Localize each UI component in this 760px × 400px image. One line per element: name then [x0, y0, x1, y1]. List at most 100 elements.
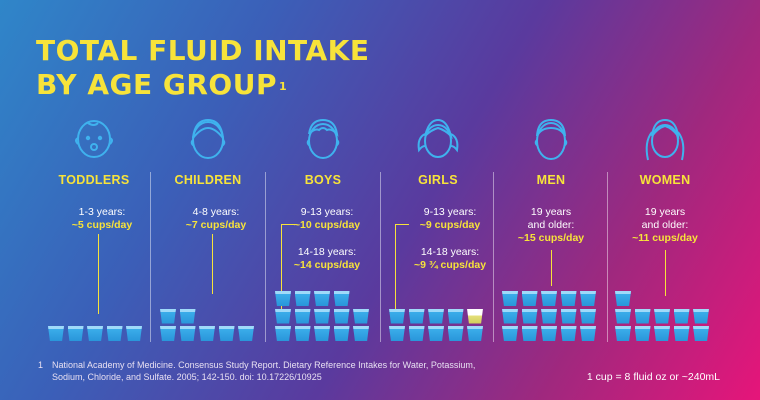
column-divider [150, 172, 151, 342]
cup-icon [502, 326, 518, 341]
cup-icon [333, 291, 350, 306]
cup-icon [106, 326, 123, 341]
intake-value: ~9 ¾ cups/day [413, 259, 487, 271]
cup-icon [218, 326, 235, 341]
column-divider [265, 172, 266, 342]
connector-line [212, 234, 213, 294]
toddler-face-icon [75, 120, 113, 158]
age-entry: 1-3 years: ~5 cups/day [46, 206, 158, 232]
cup-icon [275, 291, 291, 306]
cup-icon [314, 326, 330, 341]
boy-face-icon [306, 118, 340, 159]
cup-icon [353, 308, 369, 324]
cup-icon [314, 308, 330, 324]
cup-icon [408, 326, 425, 341]
connector-line [551, 250, 552, 286]
intake-value: ~15 cups/day [517, 232, 585, 244]
group-girls: GIRLS 9-13 years: ~9 cups/day 14-18 year… [382, 0, 494, 345]
girl-face-icon [417, 118, 459, 158]
cup-icon [126, 326, 142, 341]
cup-icon [199, 326, 215, 341]
age-entry: 19 years and older: ~15 cups/day [495, 206, 607, 245]
group-boys: BOYS 9-13 years: ~10 cups/day 14-18 year… [267, 0, 379, 345]
group-label: GIRLS [418, 173, 458, 187]
age-line-1: 19 years [644, 206, 686, 218]
cup-icon [275, 326, 291, 341]
intake-value: ~7 cups/day [185, 219, 247, 231]
cup-icon [693, 308, 709, 324]
cup-icon [238, 326, 254, 341]
cup-icon [521, 326, 538, 341]
column-divider [380, 172, 381, 342]
age-range: 14-18 years: [420, 246, 480, 258]
cup-icon [693, 326, 709, 341]
intake-value: ~11 cups/day [632, 232, 698, 244]
age-line-2: and older: [527, 219, 575, 231]
cup-icon [580, 326, 596, 341]
connector-line [98, 234, 99, 314]
group-label: MEN [536, 173, 566, 187]
woman-face-icon [645, 118, 685, 161]
age-range: 14-18 years: [297, 246, 357, 258]
footnote-number: 1 [38, 360, 44, 370]
cup-icon [615, 326, 631, 341]
cup-icon [634, 326, 651, 341]
cup-icon [654, 308, 670, 324]
age-range: 1-3 years: [78, 206, 126, 218]
cup-icon [467, 326, 483, 341]
cup-icon [67, 326, 84, 341]
column-divider [493, 172, 494, 342]
connector-line [281, 224, 282, 309]
cup-icon [294, 326, 311, 341]
cup-icon [560, 291, 577, 306]
cup-icon [408, 308, 425, 324]
cup-icon [428, 326, 444, 341]
intake-value: ~14 cups/day [293, 259, 361, 271]
cup-icon [541, 308, 557, 324]
cup-icon [160, 308, 176, 324]
group-toddlers: TODDLERS 1-3 years: ~5 cups/day [38, 0, 150, 345]
connector-line [281, 224, 295, 225]
cup-icon [294, 291, 311, 306]
group-label: TODDLERS [58, 173, 130, 187]
cup-icon [389, 308, 405, 324]
intake-value: ~10 cups/day [293, 219, 361, 231]
group-women: WOMEN 19 years and older: ~11 cups/day [609, 0, 721, 345]
cup-icon [502, 291, 518, 306]
footnote: 1 National Academy of Medicine. Consensu… [38, 360, 508, 383]
age-line-1: 19 years [530, 206, 572, 218]
age-entry: 9-13 years: ~10 cups/day [271, 206, 383, 232]
age-range: 9-13 years: [423, 206, 477, 218]
cup-icon [160, 326, 176, 341]
cup-icon [48, 326, 64, 341]
cup-icon [541, 326, 557, 341]
intake-value: ~9 cups/day [419, 219, 481, 231]
cup-icon [560, 326, 577, 341]
connector-line [395, 224, 396, 309]
cup-icon [179, 308, 196, 324]
cup-icon [673, 308, 690, 324]
connector-line [395, 224, 409, 225]
cup-conversion-note: 1 cup = 8 fluid oz or ~240mL [586, 371, 720, 383]
cup-icon [541, 291, 557, 306]
footnote-text: National Academy of Medicine. Consensus … [52, 360, 476, 382]
cup-icon [333, 308, 350, 324]
age-range: 4-8 years: [192, 206, 240, 218]
age-entry: 14-18 years: ~14 cups/day [271, 246, 383, 272]
cup-icon [467, 308, 483, 324]
cup-icon [353, 326, 369, 341]
cup-icon [275, 308, 291, 324]
cup-icon [333, 326, 350, 341]
intake-value: ~5 cups/day [71, 219, 133, 231]
cup-icon [294, 308, 311, 324]
cup-icon [580, 308, 596, 324]
age-entry: 9-13 years: ~9 cups/day [394, 206, 506, 232]
page-title: TOTAL FLUID INTAKE BY AGE GROUP 1 [36, 34, 369, 102]
cup-icon [447, 308, 464, 324]
group-label: BOYS [304, 173, 342, 187]
cup-icon [560, 308, 577, 324]
age-entry: 19 years and older: ~11 cups/day [609, 206, 721, 245]
cup-icon [521, 291, 538, 306]
group-men: MEN 19 years and older: ~15 cups/day [495, 0, 607, 345]
